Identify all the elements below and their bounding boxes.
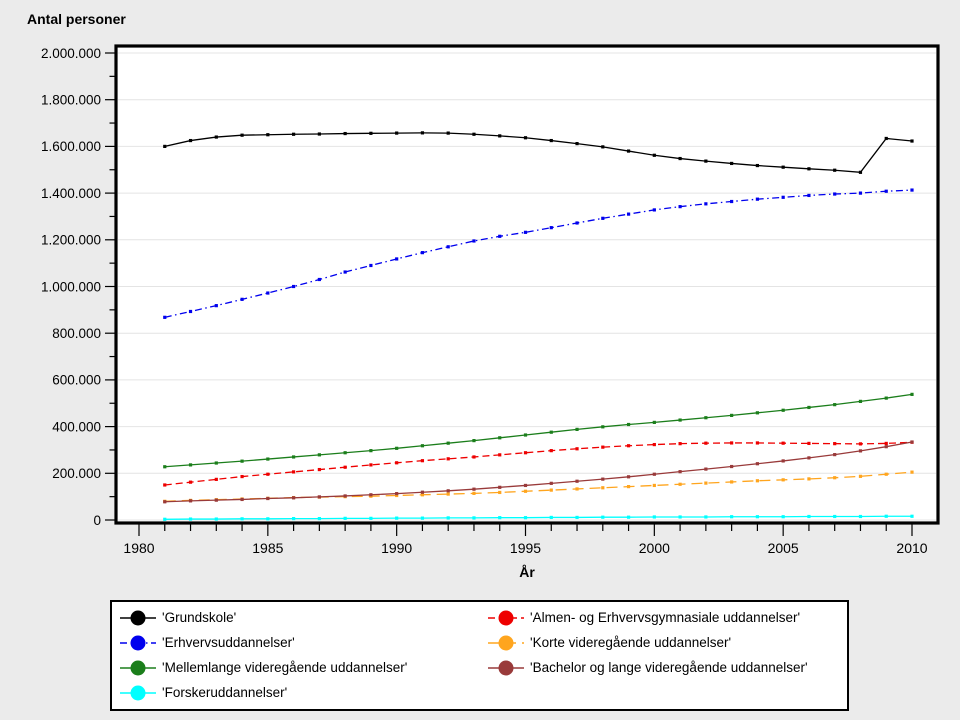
legend-item-grundskole: 'Grundskole' [120, 605, 488, 630]
legend-label: 'Bachelor og lange videregående uddannel… [530, 660, 808, 675]
svg-text:1980: 1980 [123, 540, 154, 556]
svg-text:1.000.000: 1.000.000 [41, 279, 101, 294]
legend: 'Grundskole' 'Erhvervsuddannelser' 'Mell… [110, 600, 849, 711]
svg-text:1985: 1985 [252, 540, 283, 556]
legend-label: 'Erhvervsuddannelser' [162, 635, 295, 650]
bachelor-lange-marker-icon [488, 659, 524, 677]
line-chart-plot: 0 200.000 400.000 600.000 800.000 1.000.000 1.… [41, 44, 940, 556]
legend-label: 'Forskeruddannelser' [162, 685, 288, 700]
legend-label: 'Grundskole' [162, 610, 237, 625]
svg-text:1990: 1990 [381, 540, 412, 556]
svg-text:0: 0 [93, 513, 101, 528]
grundskole-marker-icon [120, 609, 156, 627]
svg-text:1.200.000: 1.200.000 [41, 233, 101, 248]
korte-marker-icon [488, 634, 524, 652]
svg-text:800.000: 800.000 [52, 326, 101, 341]
svg-text:1.800.000: 1.800.000 [41, 93, 101, 108]
almen-gymnasiale-marker-icon [488, 609, 524, 627]
svg-text:200.000: 200.000 [52, 466, 101, 481]
erhvervsuddannelser-marker-icon [120, 634, 156, 652]
y-axis-title: Antal personer [27, 11, 126, 27]
legend-item-bachelor-lange: 'Bachelor og lange videregående uddannel… [488, 655, 847, 680]
legend-item-forskeruddannelser: 'Forskeruddannelser' [120, 680, 488, 705]
forskeruddannelser-marker-icon [120, 684, 156, 702]
svg-text:600.000: 600.000 [52, 373, 101, 388]
legend-item-korte-videregaaende: 'Korte videregående uddannelser' [488, 630, 847, 655]
svg-text:1.600.000: 1.600.000 [41, 139, 101, 154]
legend-label: 'Korte videregående uddannelser' [530, 635, 732, 650]
mellemlange-marker-icon [120, 659, 156, 677]
legend-label: 'Almen- og Erhvervsgymnasiale uddannelse… [530, 610, 801, 625]
legend-item-mellemlange-videregaaende: 'Mellemlange videregående uddannelser' [120, 655, 488, 680]
svg-text:2000: 2000 [639, 540, 670, 556]
svg-text:1995: 1995 [510, 540, 541, 556]
legend-item-erhvervsuddannelser: 'Erhvervsuddannelser' [120, 630, 488, 655]
svg-text:1.400.000: 1.400.000 [41, 186, 101, 201]
svg-text:2.000.000: 2.000.000 [41, 46, 101, 61]
legend-item-almen-erhvervsgymnasiale: 'Almen- og Erhvervsgymnasiale uddannelse… [488, 605, 847, 630]
x-axis-title: År [519, 564, 535, 580]
svg-text:2005: 2005 [768, 540, 799, 556]
svg-text:2010: 2010 [896, 540, 927, 556]
legend-label: 'Mellemlange videregående uddannelser' [162, 660, 408, 675]
svg-text:400.000: 400.000 [52, 419, 101, 434]
